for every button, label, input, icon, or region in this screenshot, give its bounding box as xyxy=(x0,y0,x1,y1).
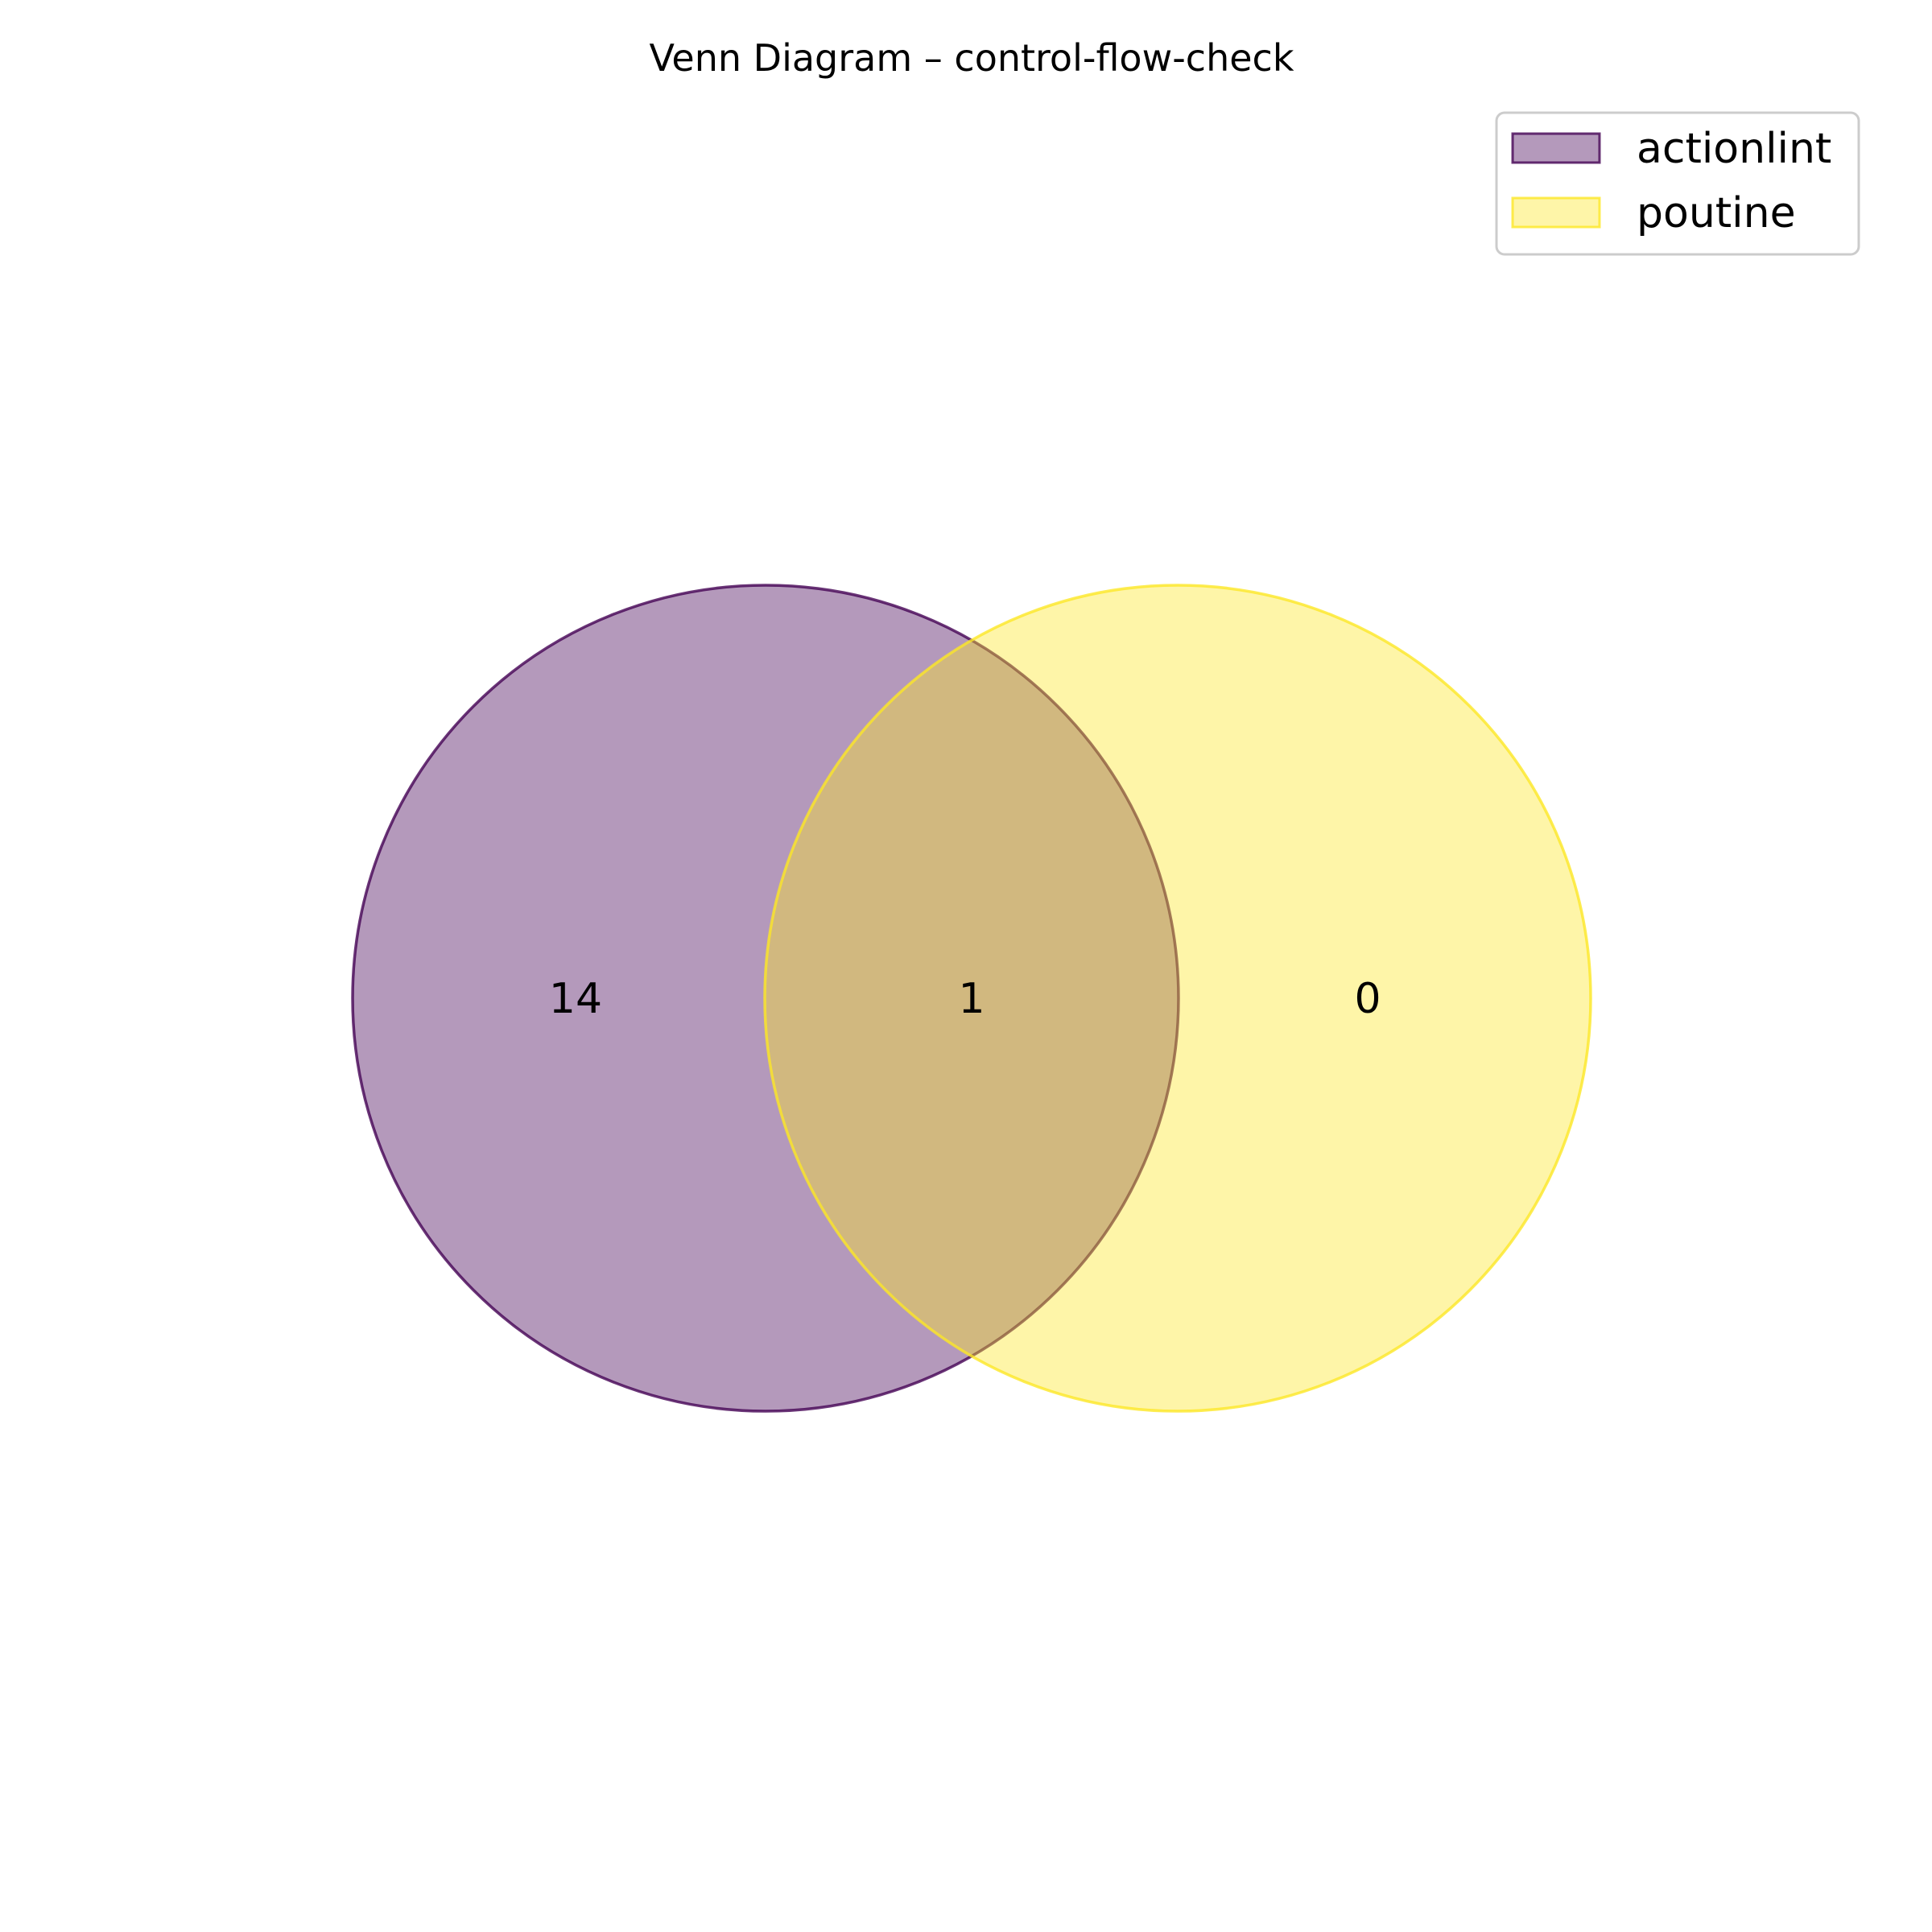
legend: actionlint poutine xyxy=(1495,111,1860,256)
legend-label-actionlint: actionlint xyxy=(1637,125,1831,173)
diagram-title: Venn Diagram – control-flow-check xyxy=(650,36,1294,80)
legend-frame xyxy=(1495,111,1860,256)
legend-swatch-actionlint xyxy=(1511,132,1601,164)
set-circle-poutine xyxy=(763,584,1592,1413)
count-poutine-only: 0 xyxy=(1354,975,1381,1023)
count-intersection: 1 xyxy=(958,975,985,1023)
count-actionlint-only: 14 xyxy=(549,975,602,1023)
legend-label-poutine: poutine xyxy=(1637,189,1796,237)
legend-swatch-poutine xyxy=(1511,196,1601,229)
